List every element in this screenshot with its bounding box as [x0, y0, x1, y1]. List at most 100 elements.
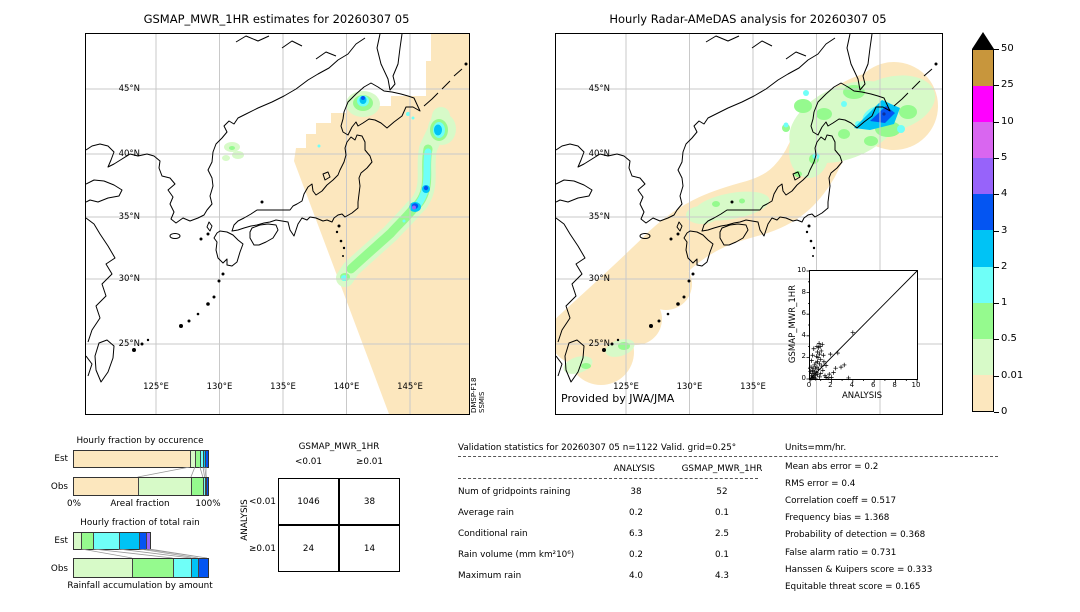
- left-map: 45°N 40°N 35°N 30°N 25°N 125°E 130°E 135°E 140°…: [85, 33, 470, 415]
- contingency-cell: 38: [339, 478, 400, 525]
- sensor-note-line2: SSMIS: [478, 391, 486, 413]
- colorbar-tick-label: 2: [1001, 260, 1008, 272]
- colorbar-segment: [973, 230, 993, 267]
- scatter-x-tick-label: 6: [870, 381, 876, 389]
- contingency-cell: 1046: [278, 478, 339, 525]
- validation-analysis-value: 4.0: [629, 571, 643, 581]
- scatter-x-tick-label: 10: [911, 381, 921, 389]
- score-row: Mean abs error = 0.2: [785, 462, 879, 472]
- lat-tick-label: 45°N: [588, 84, 610, 94]
- graticule: [556, 34, 942, 414]
- bar-segment-green: [195, 451, 201, 467]
- validation-analysis-value: 38: [630, 487, 642, 497]
- validation-analysis-value: 0.2: [629, 508, 643, 518]
- coastline: [86, 34, 468, 383]
- bar-segment-green: [133, 559, 174, 577]
- bar-segment-sky: [205, 478, 207, 495]
- colorbar-tick-mark: [994, 266, 999, 268]
- left-map-title: GSMAP_MWR_1HR estimates for 20260307 05: [143, 12, 410, 26]
- bar-segment-palegreen: [138, 478, 192, 495]
- bar-segment-blue: [206, 478, 208, 495]
- bar-segment-sky: [203, 451, 206, 467]
- scatter-y-tick-label: 2: [801, 352, 806, 361]
- colorbar-tick-mark: [994, 85, 999, 87]
- occurrence-connectors: [73, 467, 207, 477]
- lon-tick-label: 135°E: [740, 382, 766, 392]
- validation-col-analysis: ANALYSIS: [613, 464, 655, 474]
- contingency-table: 1046 38 24 14: [278, 478, 400, 572]
- validation-gsmap-value: 0.1: [715, 508, 729, 518]
- scatter-y-tick-label: 4: [801, 330, 806, 339]
- bar-segment-palecyan: [200, 451, 204, 467]
- colorbar: 50 25 10 5 4 3 2 1 0.5 0.01 0: [972, 32, 1032, 432]
- score-row: False alarm ratio = 0.731: [785, 547, 897, 558]
- right-map-canvas: [556, 34, 942, 414]
- colorbar-segment: [973, 50, 993, 87]
- contingency-col-title: GSMAP_MWR_1HR: [298, 442, 380, 452]
- contingency-col-label-0: <0.01: [295, 457, 322, 467]
- validation-analysis-value: 0.2: [629, 550, 643, 560]
- colorbar-tick-mark: [994, 230, 999, 232]
- scatter-y-tick-label: 10: [797, 266, 806, 274]
- bar-segment-cream: [74, 451, 191, 467]
- score-row: Hanssen & Kuipers score = 0.333: [785, 564, 933, 575]
- colorbar-segments: [972, 49, 994, 412]
- lat-tick-label: 45°N: [118, 84, 140, 94]
- bar-segment-palecyan: [203, 478, 206, 495]
- lat-tick-label: 35°N: [588, 212, 610, 222]
- colorbar-tick-label: 3: [1001, 224, 1008, 236]
- scatter-axis-ticks: [806, 270, 918, 383]
- colorbar-overflow-triangle: [972, 32, 994, 49]
- scatter-xlabel: ANALYSIS: [841, 391, 883, 401]
- colorbar-tick-label: 0.5: [1001, 333, 1017, 345]
- colorbar-segment: [973, 158, 993, 195]
- totalrain-est-bar: [73, 532, 152, 550]
- totalrain-x-axis-label: Rainfall accumulation by amount: [67, 581, 213, 591]
- bar-segment-palegreen: [74, 559, 134, 577]
- totalrain-obs-label: Obs: [50, 564, 68, 574]
- bar-segment-palegreen: [190, 451, 196, 467]
- score-row: Correlation coeff = 0.517: [785, 496, 897, 507]
- scatter-plot: [806, 270, 918, 383]
- right-map: 45°N 40°N 35°N 30°N 25°N 125°E 130°E 135°E Pro…: [555, 33, 943, 415]
- totalrain-est-label: Est: [54, 536, 68, 546]
- colorbar-tick-label: 50: [1001, 43, 1014, 54]
- validation-gsmap-value: 4.3: [715, 571, 729, 581]
- lat-tick-label: 25°N: [118, 339, 140, 349]
- lon-tick-label: 135°E: [270, 382, 296, 392]
- validation-analysis-value: 6.3: [629, 529, 643, 539]
- occurrence-x-max: 100%: [195, 499, 221, 509]
- validation-row-label: Maximum rain: [458, 571, 522, 581]
- lat-tick-label: 35°N: [118, 212, 140, 222]
- scatter-y-tick-label: 6: [801, 309, 806, 318]
- validation-row-label: Rain volume (mm km²10⁶): [458, 550, 575, 560]
- divider: [458, 478, 758, 479]
- contingency-row-label-0: <0.01: [249, 497, 276, 507]
- validation-gsmap-value: 0.1: [715, 550, 729, 560]
- contingency-row-label-1: ≥0.01: [249, 544, 276, 554]
- colorbar-segment: [973, 122, 993, 159]
- bar-segment-sky: [119, 533, 141, 549]
- sensor-note-line1: DMSP-F18: [470, 377, 478, 413]
- colorbar-tick-mark: [994, 121, 999, 123]
- lon-tick-label: 145°E: [397, 382, 423, 392]
- validation-row-label: Average rain: [458, 508, 514, 518]
- bar-segment-palegreen: [74, 533, 83, 549]
- occurrence-obs-bar: [73, 477, 209, 496]
- bar-segment-palecyan: [94, 533, 120, 549]
- lat-tick-label: 30°N: [118, 274, 140, 284]
- small-islands: [132, 62, 468, 352]
- occurrence-x-axis-label: Areal fraction: [110, 499, 170, 509]
- scatter-y-tick-label: 8: [801, 287, 806, 296]
- lon-tick-label: 130°E: [206, 382, 233, 392]
- divider: [458, 456, 998, 457]
- left-map-canvas: [86, 34, 469, 414]
- score-row: Probability of detection = 0.368: [785, 530, 926, 541]
- credit-text: Provided by JWA/JMA: [561, 392, 675, 405]
- lon-tick-label: 125°E: [143, 382, 169, 392]
- validation-row-label: Num of gridpoints raining: [458, 487, 571, 497]
- contingency-col-label-1: ≥0.01: [356, 457, 383, 467]
- validation-title: Validation statistics for 20260307 05 n=…: [458, 443, 737, 453]
- lat-tick-label: 25°N: [588, 339, 610, 349]
- colorbar-tick-mark: [994, 339, 999, 341]
